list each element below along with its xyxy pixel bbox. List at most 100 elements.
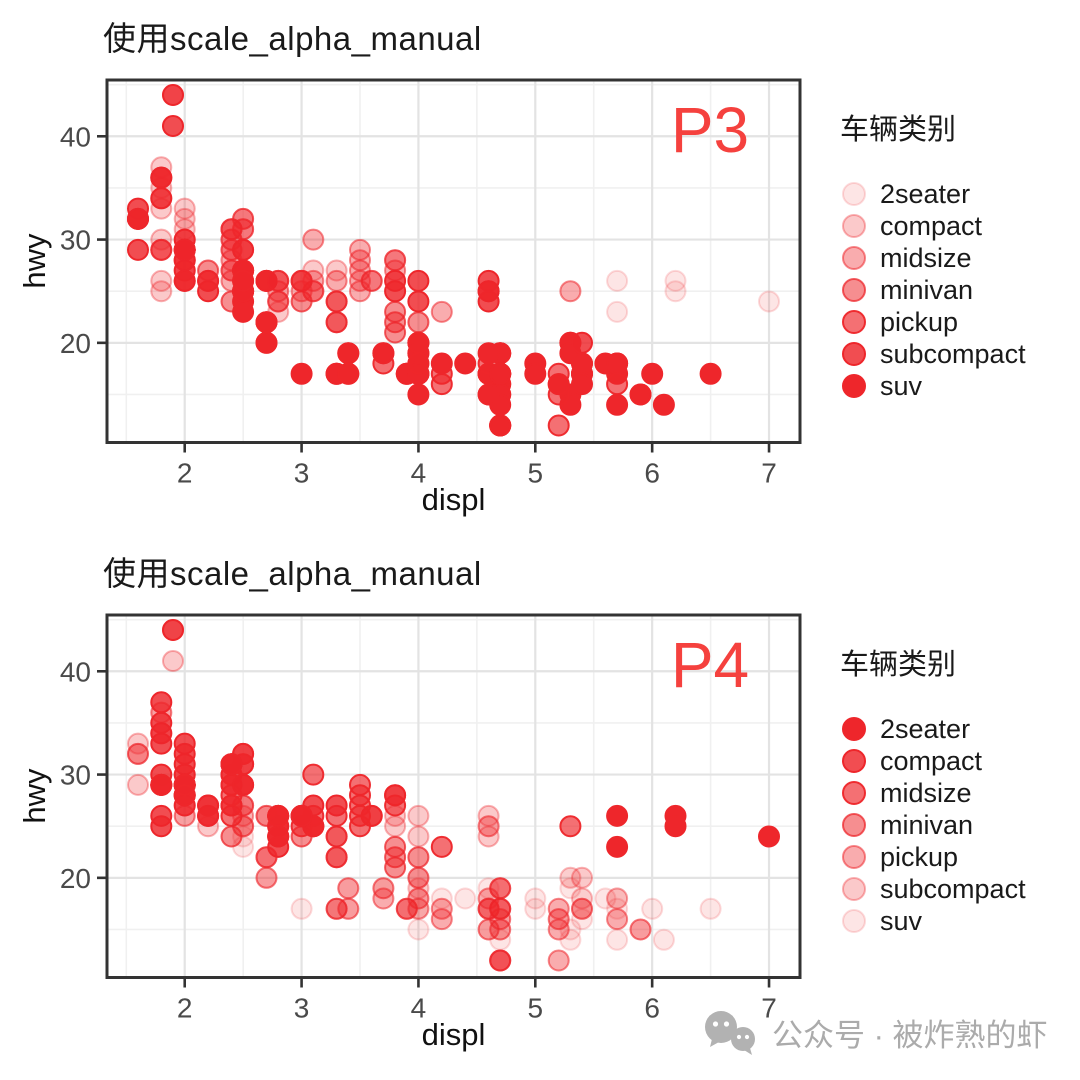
data-point [302,228,325,251]
x-tick-label: 2 [177,458,193,489]
data-point [325,259,348,282]
data-point [337,877,360,900]
data-point [384,815,407,838]
x-tick-label: 5 [528,993,544,1024]
data-point [232,773,255,796]
data-point [477,825,500,848]
data-point [290,269,313,292]
data-point [594,887,617,910]
y-tick-label: 40 [60,656,91,687]
legend-swatch [842,813,866,837]
data-point [652,928,675,951]
data-point [407,804,430,827]
y-axis-label: hwy [17,768,52,824]
data-point [290,269,313,292]
legend-item-midsize: midsize [840,777,1026,809]
data-point [606,887,629,910]
data-point [606,352,629,375]
data-point [150,156,173,179]
data-point [162,619,184,641]
data-point [197,269,220,292]
legend-swatch [842,310,866,334]
legend-label: midsize [880,242,972,273]
data-point [127,742,149,765]
data-point [407,866,430,889]
data-point [162,619,184,641]
data-point [407,290,430,313]
data-point [372,887,395,910]
legend-swatch [842,182,866,206]
data-point [150,773,173,796]
data-point [477,290,500,313]
data-point [162,115,184,137]
watermark-text: 公众号 · 被炸熟的虾 [772,1017,1048,1053]
x-tick-label: 6 [644,458,660,489]
legend-item-midsize: midsize [840,242,1026,274]
legend-item-subcompact: subcompact [840,338,1026,370]
x-tick-label: 4 [411,458,427,489]
data-point [255,311,278,334]
legend-swatch [842,877,866,901]
data-point [477,342,500,365]
chart-title: 使用scale_alpha_manual [103,555,482,592]
legend-label: pickup [880,841,959,872]
legend: 车辆类别 2seater compact midsize minivan pickup s… [840,641,1026,937]
data-point [302,763,325,786]
data-point [524,887,547,910]
data-point [489,362,512,385]
legend-item-pickup: pickup [840,841,1026,873]
data-point [232,238,255,261]
data-point [360,804,383,827]
data-point [267,300,290,323]
data-point [255,331,278,354]
legend-items: 2seater compact midsize minivan pickup subcom… [840,713,1026,937]
data-point [547,949,570,972]
data-point [606,393,629,416]
data-point [489,897,512,920]
data-point [477,269,500,292]
x-tick-label: 7 [761,458,777,489]
data-point [606,373,629,396]
data-point [430,373,453,396]
data-point [629,383,652,406]
data-point [606,269,629,292]
legend-label: 2seater [880,178,971,209]
data-point [384,249,407,272]
data-point [606,300,629,323]
data-point [758,290,780,313]
legend-swatch [842,246,866,270]
x-tick-label: 3 [294,458,310,489]
data-point [232,825,255,848]
data-point [232,773,255,796]
legend-label: suv [880,905,923,936]
data-point [127,773,149,796]
x-axis-label: displ [421,1017,486,1052]
data-point [559,280,582,303]
data-point [430,887,453,910]
data-point [384,280,407,303]
legend-label: compact [880,210,983,241]
data-point [430,835,453,858]
data-point [699,897,722,920]
data-point [547,908,570,931]
data-point [337,362,360,385]
data-point [150,197,173,220]
data-point [232,815,255,838]
data-point [477,815,500,838]
legend-item-2seater: 2seater [840,713,1026,745]
data-point [325,846,348,869]
legend-item-suv: suv [840,370,1026,402]
data-point [384,835,407,858]
data-point [325,897,348,920]
legend-item-minivan: minivan [840,809,1026,841]
data-point [571,887,593,910]
legend-swatch [842,845,866,869]
data-point [477,918,500,941]
data-point [220,218,243,241]
legend-label: minivan [880,274,974,305]
data-point [220,753,243,776]
legend-title: 车辆类别 [840,649,957,681]
x-axis-label: displ [421,482,486,517]
data-point [150,691,173,714]
data-point [606,887,629,910]
